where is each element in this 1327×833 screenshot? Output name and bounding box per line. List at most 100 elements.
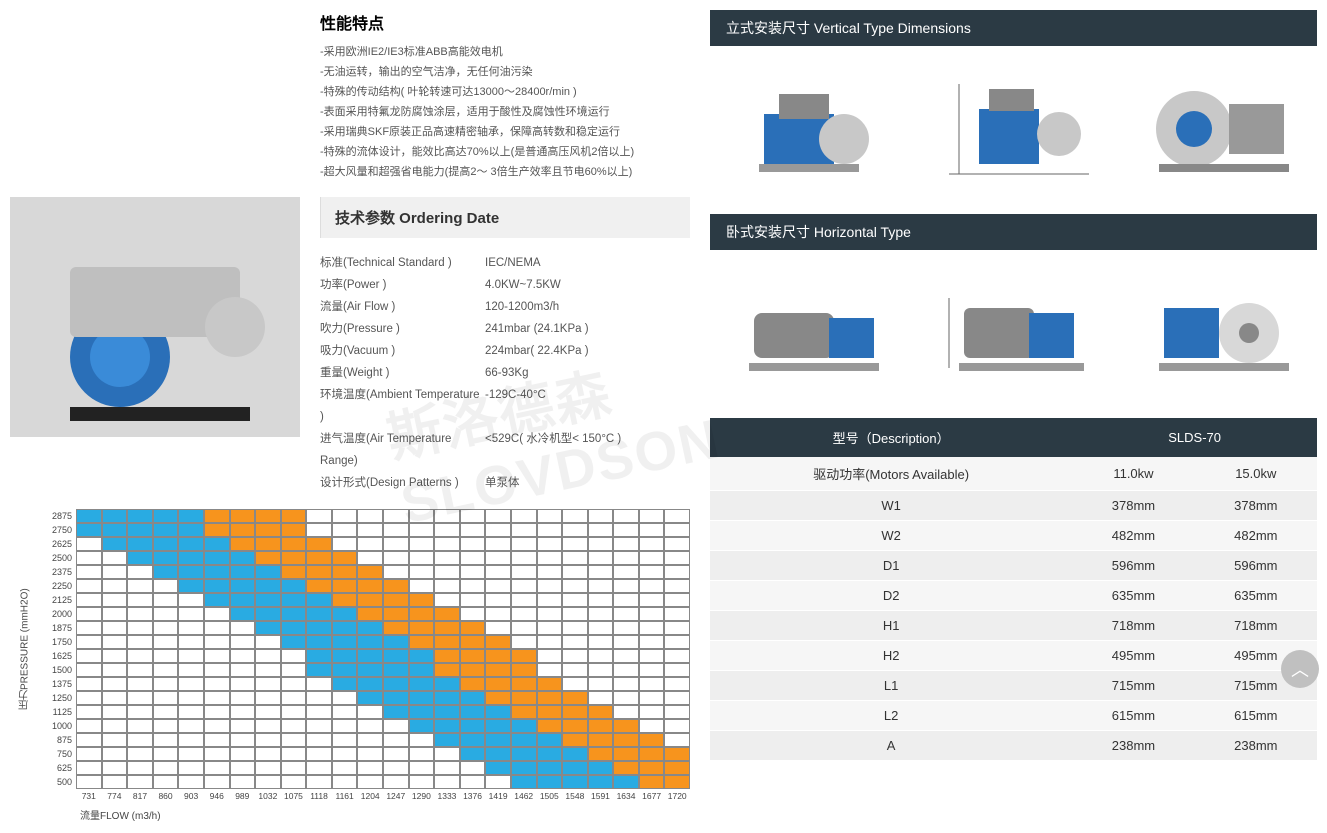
- chart-cell: [485, 649, 511, 663]
- row-label: W2: [710, 521, 1072, 551]
- chart-cell: [434, 691, 460, 705]
- chart-cell: [332, 761, 358, 775]
- chart-cell: [511, 775, 537, 789]
- chart-cell: [664, 747, 690, 761]
- chart-cell: [434, 551, 460, 565]
- chart-cell: [153, 593, 179, 607]
- chart-cell: [332, 607, 358, 621]
- chart-cell: [255, 747, 281, 761]
- chart-cell: [537, 565, 563, 579]
- chart-cell: [434, 537, 460, 551]
- chart-cell: [76, 677, 102, 691]
- chart-cell: [639, 775, 665, 789]
- chart-cell: [281, 579, 307, 593]
- chart-cell: [281, 607, 307, 621]
- chart-xtick: 1247: [383, 789, 409, 807]
- chart-cell: [178, 775, 204, 789]
- chart-cell: [357, 747, 383, 761]
- chart-cell: [434, 607, 460, 621]
- scroll-top-button[interactable]: ︿: [1281, 650, 1319, 688]
- features-title: 性能特点: [320, 10, 690, 34]
- chart-xtick: 731: [76, 789, 102, 807]
- chart-cell: [76, 635, 102, 649]
- chart-cell: [613, 621, 639, 635]
- chart-cell: [230, 691, 256, 705]
- chart-cell: [332, 733, 358, 747]
- chart-cell: [255, 677, 281, 691]
- chart-cell: [383, 719, 409, 733]
- chart-cell: [230, 705, 256, 719]
- chart-cell: [306, 607, 332, 621]
- product-photo: [10, 197, 300, 437]
- chart-cell: [613, 509, 639, 523]
- chart-cell: [178, 747, 204, 761]
- chart-ytick: 500: [40, 775, 76, 789]
- chart-cell: [357, 663, 383, 677]
- spec-label: 吹力(Pressure ): [320, 318, 485, 340]
- chart-cell: [102, 747, 128, 761]
- chart-cell: [460, 551, 486, 565]
- chart-cell: [383, 551, 409, 565]
- chart-cell: [460, 677, 486, 691]
- chart-cell: [306, 551, 332, 565]
- chart-cell: [434, 593, 460, 607]
- chart-cell: [76, 761, 102, 775]
- chart-cell: [613, 705, 639, 719]
- row-label: H2: [710, 641, 1072, 671]
- chart-cell: [562, 719, 588, 733]
- chart-cell: [357, 509, 383, 523]
- chart-cell: [178, 761, 204, 775]
- chart-cell: [204, 635, 230, 649]
- chart-cell: [460, 537, 486, 551]
- spec-row: 吸力(Vacuum )224mbar( 22.4KPa ): [320, 340, 690, 362]
- chart-cell: [178, 579, 204, 593]
- chart-cell: [485, 775, 511, 789]
- chart-xlabel: 流量FLOW (m3/h): [76, 807, 690, 823]
- chart-cell: [204, 537, 230, 551]
- chart-cell: [562, 705, 588, 719]
- chart-cell: [178, 663, 204, 677]
- chart-cell: [639, 747, 665, 761]
- chart-cell: [153, 747, 179, 761]
- row-val2: 718mm: [1195, 611, 1317, 641]
- chart-cell: [281, 565, 307, 579]
- chart-cell: [281, 705, 307, 719]
- chart-cell: [153, 621, 179, 635]
- chart-cell: [76, 691, 102, 705]
- feature-item: -表面采用特氟龙防腐蚀涂层，适用于酸性及腐蚀性环境运行: [320, 102, 690, 122]
- chart-cell: [537, 593, 563, 607]
- chart-cell: [306, 579, 332, 593]
- chart-cell: [383, 593, 409, 607]
- chart-cell: [485, 551, 511, 565]
- chart-cell: [255, 649, 281, 663]
- feature-item: -采用瑞典SKF原装正品高速精密轴承，保障高转数和稳定运行: [320, 122, 690, 142]
- chart-cell: [383, 579, 409, 593]
- chart-cell: [383, 621, 409, 635]
- chart-cell: [639, 551, 665, 565]
- chart-cell: [537, 579, 563, 593]
- chart-cell: [204, 579, 230, 593]
- row-val2: 635mm: [1195, 581, 1317, 611]
- chart-cell: [306, 537, 332, 551]
- chart-cell: [664, 523, 690, 537]
- chart-cell: [409, 537, 435, 551]
- chart-cell: [230, 649, 256, 663]
- chart-cell: [664, 733, 690, 747]
- chart-cell: [562, 537, 588, 551]
- chart-cell: [127, 719, 153, 733]
- spec-label: 吸力(Vacuum ): [320, 340, 485, 362]
- spec-row: 标准(Technical Standard )IEC/NEMA: [320, 252, 690, 274]
- chart-cell: [537, 509, 563, 523]
- chart-cell: [76, 523, 102, 537]
- spec-row: 功率(Power )4.0KW~7.5KW: [320, 274, 690, 296]
- chart-cell: [332, 565, 358, 579]
- chart-ytick: 1875: [40, 621, 76, 635]
- chart-cell: [460, 719, 486, 733]
- chart-cell: [588, 677, 614, 691]
- chart-ytick: 2250: [40, 579, 76, 593]
- row-val2: 615mm: [1195, 701, 1317, 731]
- chart-cell: [613, 551, 639, 565]
- dimensions-table: 型号（Description） SLDS-70 驱动功率(Motors Avai…: [710, 418, 1317, 761]
- chart-cell: [102, 607, 128, 621]
- chart-cell: [127, 565, 153, 579]
